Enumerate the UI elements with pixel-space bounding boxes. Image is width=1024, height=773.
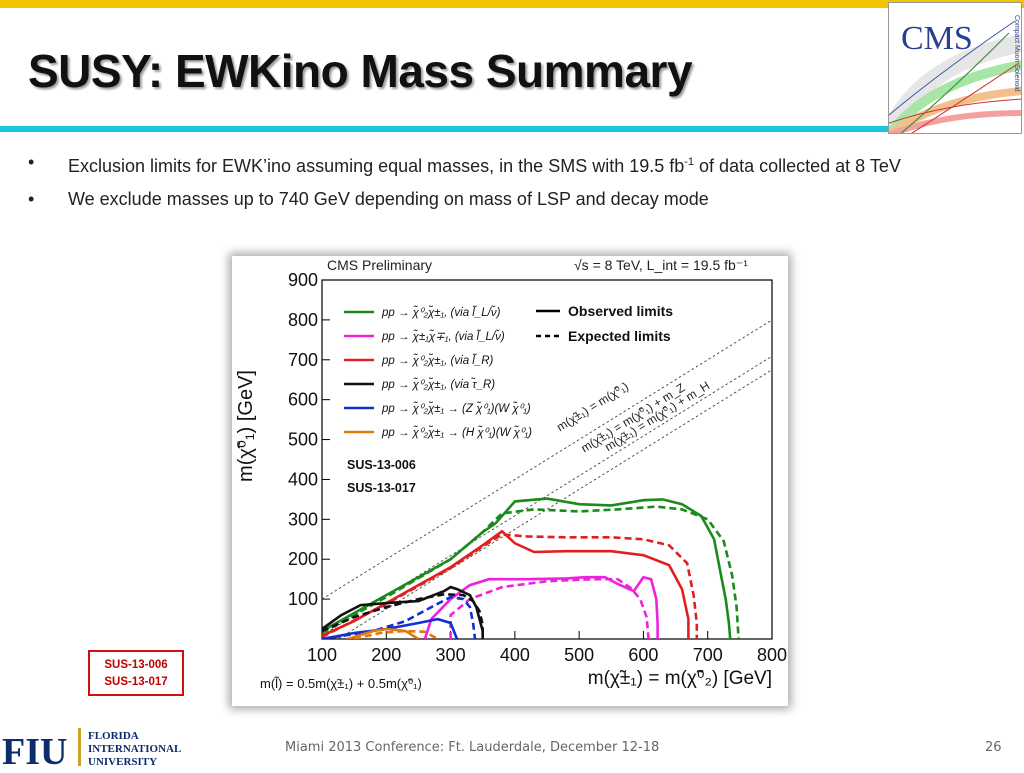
footer-caption: Miami 2013 Conference: Ft. Lauderdale, D… xyxy=(285,740,660,755)
observed-limit-curve xyxy=(322,529,690,639)
y-tick-label: 200 xyxy=(288,549,318,569)
y-axis-label: m(χ̃⁰₁) [GeV] xyxy=(235,370,257,482)
analysis-reference-line: SUS-13-006 xyxy=(104,659,168,671)
x-tick-label: 100 xyxy=(307,645,337,665)
legend-label: pp → χ̃⁰₂χ̃±₁ → (H χ̃⁰₁)(W χ̃⁰₁) xyxy=(381,426,532,439)
bullet-marker: • xyxy=(28,152,35,172)
cms-logo-text: CMS xyxy=(901,20,973,57)
expected-limit-curve xyxy=(322,592,484,639)
fiu-name-line: UNIVERSITY xyxy=(88,756,157,768)
exclusion-plot-svg: 100 200 300 400 500 600 700 800 100 200 300 400 500 6… xyxy=(235,257,787,691)
cms-logo: CMS Compact Muon Solenoid xyxy=(888,2,1022,134)
bullet-text: Exclusion limits for EWK’ino assuming eq… xyxy=(68,156,685,176)
analysis-label: SUS-13-006 xyxy=(347,458,416,472)
observed-limit-curve xyxy=(423,575,659,639)
cms-logo-subtext: Compact Muon Solenoid xyxy=(1013,15,1020,92)
expected-legend-label: Expected limits xyxy=(568,328,671,344)
observed-limit-curve xyxy=(322,617,459,639)
plot-footnote: m(l̃) = 0.5m(χ̃±₁) + 0.5m(χ̃⁰₁) xyxy=(260,676,422,691)
x-tick-label: 400 xyxy=(500,645,530,665)
kinematic-diagonal xyxy=(337,369,772,639)
observed-legend-label: Observed limits xyxy=(568,303,673,319)
x-tick-label: 500 xyxy=(564,645,594,665)
y-tick-label: 800 xyxy=(288,310,318,330)
plot-header-right: √s = 8 TeV, L_int = 19.5 fb⁻¹ xyxy=(574,257,748,273)
bullet-marker: • xyxy=(28,189,35,209)
expected-limit-curve xyxy=(449,577,650,639)
bullet-text: We exclude masses up to 740 GeV dependin… xyxy=(68,189,709,209)
expected-limit-curve xyxy=(322,505,740,639)
fiu-logo: FIU FLORIDA INTERNATIONAL UNIVERSITY xyxy=(0,724,210,773)
fiu-name-line: FLORIDA xyxy=(88,730,139,742)
legend-label: pp → χ̃±₁χ̃∓₁, (via l̃_L/ν̃) xyxy=(381,330,505,343)
x-tick-label: 300 xyxy=(436,645,466,665)
exclusion-plot: 100 200 300 400 500 600 700 800 100 200 300 400 500 6… xyxy=(232,256,788,706)
bullet-list: • Exclusion limits for EWK’ino assuming … xyxy=(28,150,968,220)
page-number: 26 xyxy=(985,740,1002,755)
y-tick-label: 600 xyxy=(288,390,318,410)
linestyle-legend: Observed limits Expected limits xyxy=(536,303,673,344)
slide-title: SUSY: EWKino Mass Summary xyxy=(28,45,693,97)
top-accent-bar xyxy=(0,0,1024,8)
expected-limit-curve xyxy=(322,595,477,639)
bullet-item: • We exclude masses up to 740 GeV depend… xyxy=(28,187,968,211)
observed-limit-curve xyxy=(322,585,484,639)
x-tick-label: 200 xyxy=(371,645,401,665)
analysis-reference-line: SUS-13-017 xyxy=(104,676,168,688)
legend-label: pp → χ̃⁰₂χ̃±₁, (via l̃_R) xyxy=(381,354,494,367)
legend-label: pp → χ̃⁰₂χ̃±₁, (via l̃_L/ν̃) xyxy=(381,306,501,319)
title-underline xyxy=(0,126,888,132)
y-tick-label: 700 xyxy=(288,350,318,370)
y-tick-label: 400 xyxy=(288,469,318,489)
plot-header-left: CMS Preliminary xyxy=(327,257,432,273)
y-tick-label: 100 xyxy=(288,589,318,609)
fiu-name-line: INTERNATIONAL xyxy=(88,743,181,755)
y-tick-label: 300 xyxy=(288,509,318,529)
x-tick-label: 700 xyxy=(693,645,723,665)
analysis-label: SUS-13-017 xyxy=(347,481,416,495)
fiu-logo-text: FIU xyxy=(2,731,67,768)
bullet-text-continued: of data collected at 8 TeV xyxy=(694,156,901,176)
expected-limit-curve xyxy=(353,629,439,639)
bullet-item: • Exclusion limits for EWK’ino assuming … xyxy=(28,150,968,178)
x-tick-label: 800 xyxy=(757,645,787,665)
y-tick-label: 900 xyxy=(288,270,318,290)
kinematic-diagonal xyxy=(322,319,772,600)
kinematic-diagonal xyxy=(322,355,772,636)
bullet-superscript: -1 xyxy=(684,156,695,168)
fiu-logo-divider xyxy=(78,728,81,766)
x-axis-label: m(χ̃±₁) = m(χ̃⁰₂) [GeV] xyxy=(588,668,772,689)
x-tick-label: 600 xyxy=(628,645,658,665)
observed-limit-curve xyxy=(347,627,420,639)
legend-label: pp → χ̃⁰₂χ̃±₁ → (Z χ̃⁰₁)(W χ̃⁰₁) xyxy=(381,402,531,415)
analysis-reference-box: SUS-13-006 SUS-13-017 xyxy=(88,650,184,696)
observed-limit-curve xyxy=(322,497,732,639)
legend-label: pp → χ̃⁰₂χ̃±₁, (via τ̃_R) xyxy=(381,378,495,391)
y-tick-label: 500 xyxy=(288,430,318,450)
